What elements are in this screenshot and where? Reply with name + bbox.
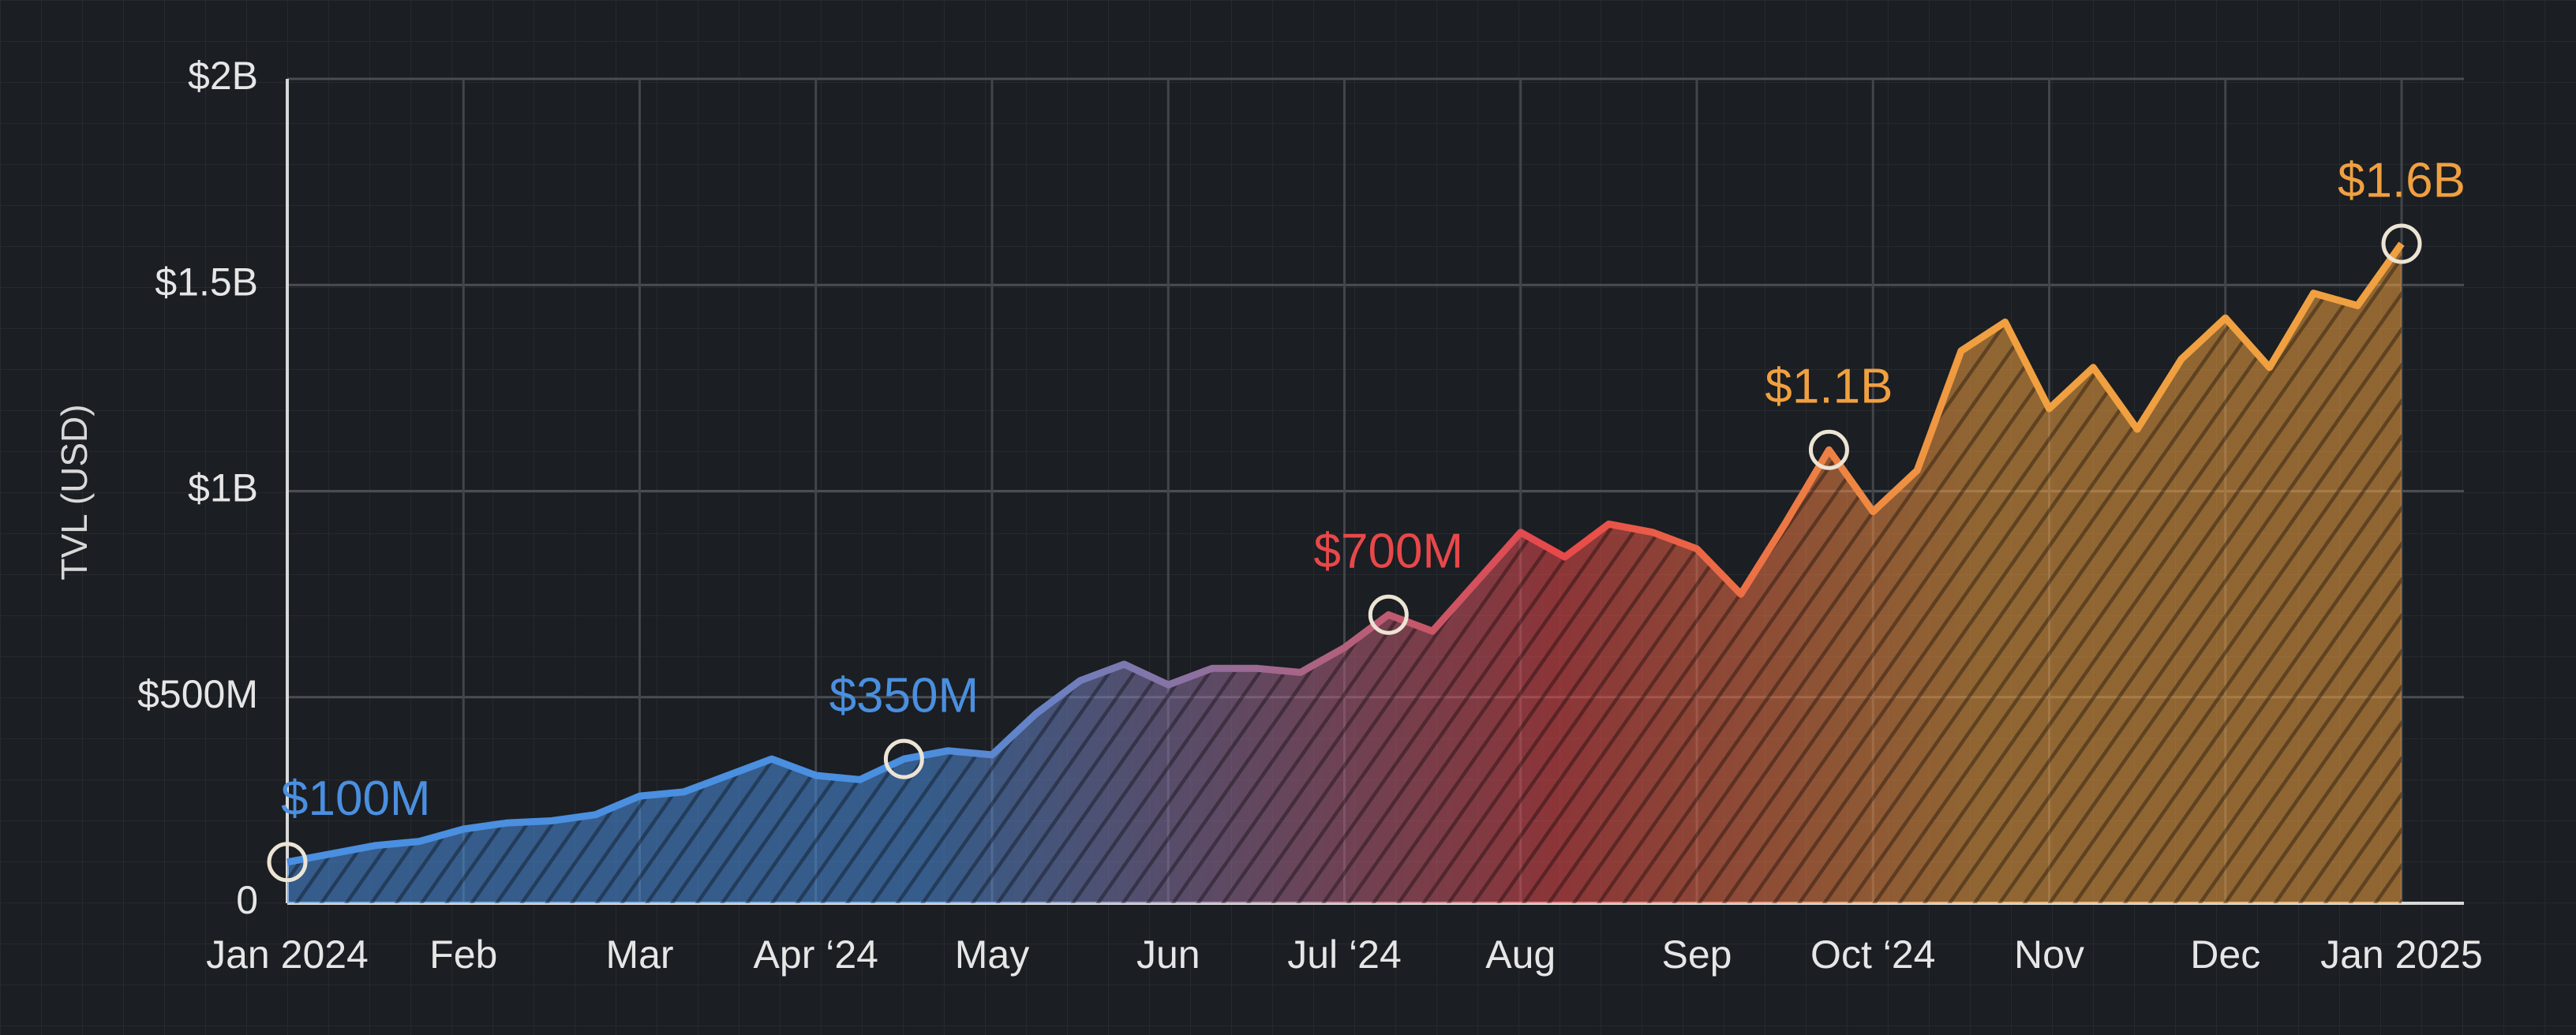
area-hatch	[287, 244, 2402, 903]
line	[286, 241, 2405, 866]
point-marker	[1808, 429, 1849, 470]
x-tick-label: Feb	[429, 932, 497, 977]
x-tick-label: Aug	[1485, 932, 1556, 977]
x-tick-label: Oct ‘24	[1810, 932, 1935, 977]
point-marker	[267, 842, 308, 883]
point-marker	[1368, 594, 1409, 635]
point-marker	[883, 738, 924, 779]
y-tick-label: 0	[236, 878, 258, 922]
x-tick-label: Jan 2024	[206, 932, 369, 977]
x-tick-label: May	[955, 932, 1029, 977]
x-tick-label: Apr ‘24	[754, 932, 878, 977]
x-tick-label: Nov	[2014, 932, 2084, 977]
value-label: $1.1B	[1765, 360, 1893, 414]
x-tick-label: Jul ‘24	[1287, 932, 1402, 977]
value-label: $100M	[281, 772, 431, 826]
x-tick-label: Jan 2025	[2320, 932, 2483, 977]
value-label: $1.6B	[2338, 153, 2466, 207]
x-tick-label: Jun	[1136, 932, 1200, 977]
y-axis-title: TVL (USD)	[54, 404, 95, 580]
x-tick-label: Mar	[605, 932, 673, 977]
y-tick-label: $1B	[188, 466, 258, 510]
value-label: $350M	[829, 669, 979, 723]
x-tick-label: Sep	[1662, 932, 1732, 977]
x-tick-label: Dec	[2190, 932, 2260, 977]
point-marker	[2381, 223, 2422, 264]
value-label: $700M	[1314, 525, 1464, 579]
y-tick-label: $500M	[137, 672, 258, 716]
y-tick-label: $2B	[188, 54, 258, 98]
y-tick-label: $1.5B	[155, 260, 258, 304]
